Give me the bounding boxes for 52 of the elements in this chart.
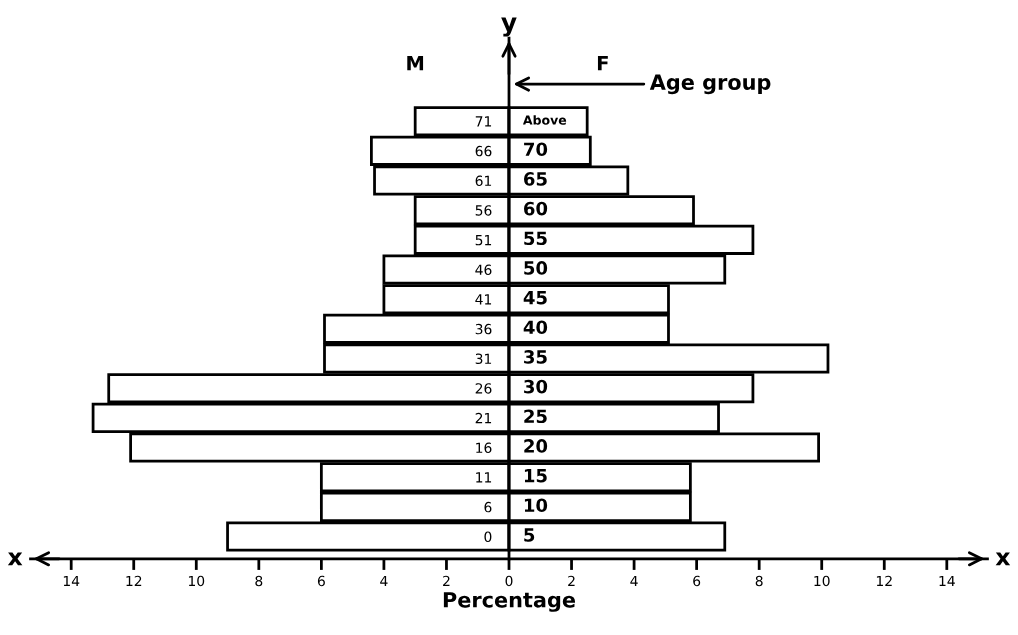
annotation: 60 xyxy=(524,201,548,216)
annotation: 50 xyxy=(524,261,548,275)
x-axis-title: Percentage xyxy=(443,592,576,612)
x-tick-label: 10 xyxy=(814,575,830,587)
x-tick-label: 12 xyxy=(126,575,142,587)
annotation: 10 xyxy=(524,498,548,513)
y-tick-label: 51 xyxy=(475,235,492,246)
x-tick-label: 4 xyxy=(630,575,638,587)
y-tick-label: 0 xyxy=(484,531,492,543)
text: x xyxy=(7,552,23,566)
annotation: 40 xyxy=(523,320,548,335)
y-tick-label: 71 xyxy=(475,116,492,127)
y-tick-label: 66 xyxy=(475,145,492,157)
text: F xyxy=(597,55,608,71)
x-tick-label: 10 xyxy=(188,575,205,587)
x-tick-label: 0 xyxy=(505,575,513,587)
x-tick-label: 14 xyxy=(939,575,955,587)
annotation: Above xyxy=(522,115,567,125)
x-tick-label: 2 xyxy=(568,575,575,587)
annotation: 65 xyxy=(524,172,547,186)
x-tick-label: 6 xyxy=(317,575,325,587)
text: Age group xyxy=(649,74,771,95)
x-tick-label: 12 xyxy=(876,575,892,587)
y-tick-label: 31 xyxy=(475,353,492,364)
text: x xyxy=(995,552,1011,566)
x-tick-label: 14 xyxy=(63,575,80,587)
y-axis-title: y xyxy=(501,17,517,37)
annotation: 5 xyxy=(524,528,535,542)
y-tick-label: 46 xyxy=(475,264,492,275)
y-tick-label: 61 xyxy=(475,175,492,186)
annotation: 20 xyxy=(524,439,548,453)
annotation: 15 xyxy=(524,469,547,483)
y-tick-label: 11 xyxy=(476,472,492,483)
annotation: 35 xyxy=(524,350,547,364)
x-tick-label: 2 xyxy=(443,575,450,587)
y-tick-label: 21 xyxy=(475,412,492,424)
y-tick-label: 56 xyxy=(475,205,492,216)
y-tick-label: 41 xyxy=(475,294,492,305)
x-tick-label: 8 xyxy=(755,575,763,587)
x-tick-label: 8 xyxy=(255,575,263,587)
annotation: 70 xyxy=(524,142,548,157)
y-tick-label: 26 xyxy=(475,383,492,394)
annotation: 30 xyxy=(524,379,548,394)
annotation: 45 xyxy=(523,291,547,305)
annotation: 25 xyxy=(524,409,547,424)
annotation: 55 xyxy=(524,231,547,246)
x-tick-label: 6 xyxy=(693,575,701,587)
x-tick-label: 4 xyxy=(380,575,388,587)
y-tick-label: 16 xyxy=(476,442,492,454)
series-label: M xyxy=(407,55,424,71)
y-tick-label: 36 xyxy=(475,323,492,335)
y-tick-label: 6 xyxy=(484,501,492,513)
